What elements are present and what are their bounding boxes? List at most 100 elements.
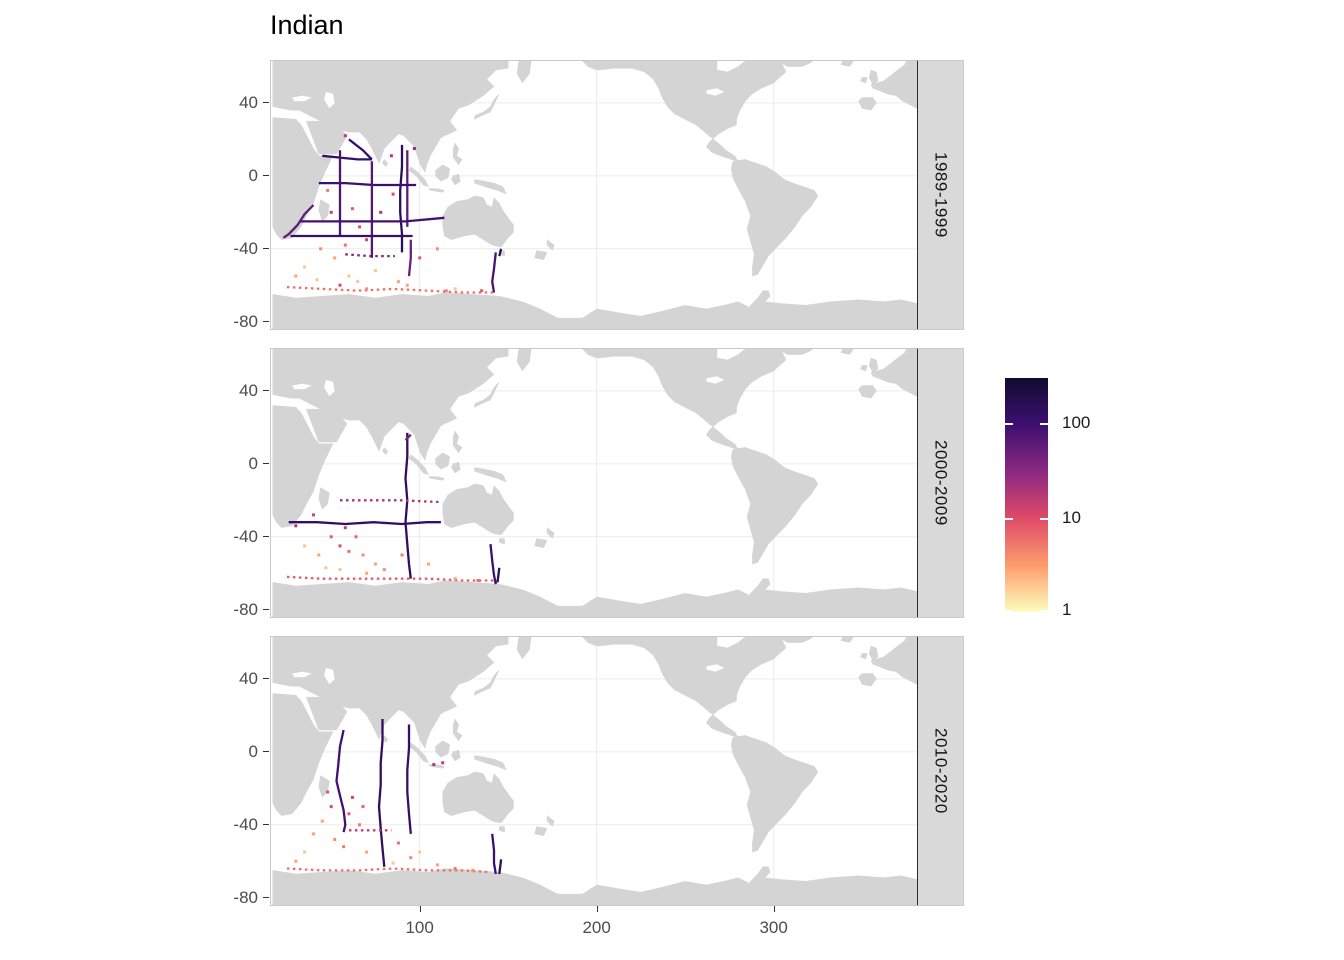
land-britain (868, 645, 879, 662)
y-axis-label: 40 (239, 92, 258, 112)
land-sulawesi (451, 749, 461, 762)
land-new-guinea (474, 467, 507, 483)
observation-cell (329, 805, 333, 809)
observation-cell (347, 549, 351, 553)
map-panel-2 (270, 348, 919, 618)
lake-black-sea (292, 383, 312, 390)
facet-strip-label: 2000-2009 (931, 440, 951, 526)
observation-track (407, 239, 412, 277)
land-sri-lanka (382, 446, 389, 456)
land-new-guinea (474, 179, 507, 195)
y-axis-label: 0 (248, 741, 258, 761)
land-eurasia (272, 637, 509, 749)
observation-cell (312, 832, 315, 836)
observation-cell (432, 763, 436, 767)
legend-label-10: 10 (1062, 507, 1081, 527)
land-africa (272, 405, 334, 528)
land-japan (474, 381, 500, 408)
x-axis-label: 100 (405, 918, 434, 937)
lake-caspian-sea (324, 668, 335, 685)
observation-cell (303, 265, 307, 269)
x-axis-tick (773, 906, 776, 912)
observation-cell (453, 577, 457, 581)
observation-track (286, 575, 494, 582)
land-new-guinea (474, 755, 507, 771)
land-philippines (453, 142, 463, 166)
observation-cell (453, 287, 457, 291)
observation-cell (391, 192, 395, 196)
observation-cell (333, 256, 337, 260)
land-arabia (306, 408, 348, 443)
land-africa (272, 117, 334, 240)
observation-cell (453, 867, 457, 870)
y-axis-tick (263, 101, 269, 104)
land-new-zealand-south (534, 250, 548, 260)
observation-cell (315, 278, 319, 282)
y-axis-tick (263, 462, 269, 465)
observation-cell (354, 535, 358, 539)
observation-cell (326, 790, 330, 794)
y-axis-tick (263, 320, 269, 323)
observation-cell (400, 553, 404, 557)
legend-tick (1040, 423, 1048, 426)
land-australia (442, 483, 514, 536)
x-axis-tick (596, 906, 599, 912)
observation-cell (365, 238, 369, 242)
observation-cell (324, 566, 328, 570)
observation-track (404, 433, 412, 441)
observation-track (322, 154, 372, 161)
y-axis-tick (263, 535, 269, 538)
observation-cell (350, 795, 354, 799)
land-iceland (840, 637, 854, 643)
legend-tick (1005, 423, 1013, 426)
observation-cell (418, 256, 422, 260)
land-greenland (777, 637, 813, 643)
y-axis-label: -40 (233, 814, 258, 834)
observation-cell (343, 526, 347, 530)
land-java (427, 764, 445, 769)
observation-cell (326, 188, 330, 192)
plot-title: Indian (270, 10, 344, 40)
observation-track (318, 181, 417, 187)
land-tasmania (499, 826, 505, 833)
facet-strip-2: 2000-2009 (918, 348, 964, 618)
land-new-zealand-north (546, 815, 555, 828)
lake-great-lakes (706, 664, 725, 672)
land-iberia (858, 97, 877, 111)
observation-cell (303, 544, 307, 548)
land-madagascar (318, 199, 330, 222)
x-axis-tick (419, 906, 422, 912)
land-japan (474, 93, 500, 120)
facet-strip-3: 2010-2020 (918, 636, 964, 906)
lake-great-lakes (706, 376, 725, 384)
x-axis-label: 200 (582, 918, 611, 937)
observation-cell (379, 210, 383, 214)
land-madagascar (318, 487, 330, 510)
observation-cell (418, 850, 422, 854)
observation-cell (338, 283, 342, 287)
world-map-2010-2020 (271, 637, 917, 905)
observation-cell (373, 269, 377, 273)
land-north-america (582, 349, 787, 450)
observation-cell (333, 837, 337, 841)
map-panel-3 (270, 636, 919, 906)
observation-track (406, 724, 412, 835)
observation-cell (396, 280, 400, 284)
facet-strip-1: 1989-1999 (918, 60, 964, 330)
land-australia (442, 771, 514, 824)
lake-caspian-sea (324, 380, 335, 397)
land-new-zealand-north (546, 239, 555, 252)
facet-strip-label: 2010-2020 (931, 728, 951, 814)
land-iceland (840, 61, 854, 67)
y-axis-label: -80 (233, 599, 258, 619)
observation-track (498, 859, 503, 875)
y-axis-label: -80 (233, 311, 258, 331)
observation-cell (471, 868, 475, 872)
y-axis-label: -40 (233, 526, 258, 546)
observation-track (496, 567, 501, 583)
land-europe (870, 61, 917, 109)
observation-cell (342, 845, 346, 849)
land-borneo (435, 452, 451, 470)
observation-cell (373, 562, 377, 566)
lake-caspian-sea (324, 92, 335, 109)
